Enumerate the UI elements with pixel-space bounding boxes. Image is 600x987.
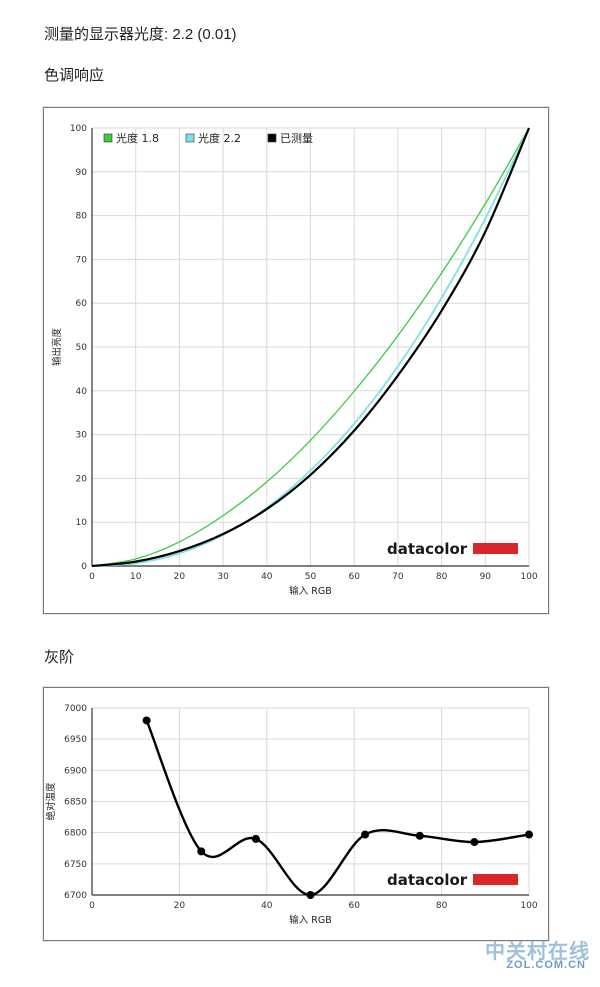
- tone-response-chart: 0 10 20 30 40 50 60 70 80 90 100 0 10 20 30 40 50 60 70 80 9…: [43, 107, 549, 614]
- x-tick-label: 60: [348, 901, 360, 911]
- series-line-2: [91, 127, 531, 568]
- legend-label-0: 光度 1.8: [116, 131, 159, 145]
- y-tick-label: 50: [76, 343, 88, 353]
- watermark-site: ZOL.COM.CN: [506, 959, 586, 971]
- x-tick-label: 0: [89, 572, 95, 582]
- x-tick-label: 50: [305, 572, 317, 582]
- tone-response-title: 色调响应: [44, 67, 105, 84]
- x-tick-label: 30: [217, 572, 229, 582]
- y-tick-label: 20: [76, 474, 88, 484]
- legend-label-1: 光度 2.2: [198, 131, 241, 145]
- x-tick-label: 100: [520, 901, 537, 911]
- x-tick-label: 60: [348, 572, 360, 582]
- x-tick-label: 20: [174, 901, 186, 911]
- x-tick-label: 40: [261, 901, 273, 911]
- x-axis-label: 输入 RGB: [289, 585, 332, 597]
- datacolor-logo-text: datacolor: [387, 540, 468, 558]
- y-tick-label: 6850: [64, 798, 87, 808]
- tone-response-svg: 0 10 20 30 40 50 60 70 80 90 100 0 10 20 30 40 50 60 70 80 9…: [51, 124, 538, 597]
- legend-swatch-0: [103, 133, 113, 143]
- legend-swatch-2: [267, 133, 277, 143]
- datacolor-logo-bar: [473, 543, 518, 554]
- series-line-1: [91, 127, 530, 567]
- grayscale-svg: 0 20 40 60 80 100 6700 6750 6800 6850 6900 6950 7000…: [45, 704, 538, 926]
- data-point: [306, 891, 315, 899]
- data-point: [197, 847, 206, 856]
- y-tick-label: 90: [76, 168, 88, 178]
- y-tick-label: 7000: [64, 704, 87, 714]
- y-tick-label: 10: [76, 518, 88, 528]
- data-point: [361, 830, 370, 839]
- y-tick-label: 6750: [64, 860, 87, 870]
- x-tick-label: 80: [436, 572, 448, 582]
- y-tick-label: 6800: [64, 829, 87, 839]
- legend-swatch-1: [185, 133, 195, 143]
- y-tick-label: 6950: [64, 735, 87, 745]
- y-tick-label: 100: [70, 124, 87, 134]
- x-tick-label: 80: [436, 901, 448, 911]
- watermark-text: 中关村在线: [485, 941, 590, 963]
- x-tick-label: 90: [480, 572, 492, 582]
- x-tick-label: 10: [130, 572, 142, 582]
- y-tick-label: 40: [76, 387, 88, 397]
- zol-watermark: 中关村在线 ZOL.COM.CN: [400, 933, 590, 979]
- data-point: [142, 716, 151, 725]
- y-tick-label: 6700: [64, 891, 87, 901]
- data-point: [470, 838, 479, 847]
- data-point: [525, 830, 533, 839]
- y-tick-label: 30: [76, 431, 88, 441]
- x-tick-label: 20: [174, 572, 186, 582]
- data-point: [415, 831, 424, 840]
- x-tick-label: 0: [89, 901, 95, 911]
- datacolor-logo-text: datacolor: [387, 871, 468, 889]
- legend-label-2: 已测量: [280, 132, 313, 145]
- y-tick-label: 80: [76, 212, 88, 222]
- x-tick-label: 70: [392, 572, 404, 582]
- y-tick-label: 70: [76, 255, 88, 265]
- series-line-0: [91, 127, 530, 567]
- y-tick-label: 60: [76, 299, 88, 309]
- data-point: [251, 834, 260, 843]
- y-axis-label: 输出亮度: [51, 328, 63, 367]
- datacolor-logo-bar: [473, 874, 518, 885]
- x-tick-label: 100: [520, 572, 537, 582]
- x-tick-label: 40: [261, 572, 273, 582]
- grayscale-chart: 0 20 40 60 80 100 6700 6750 6800 6850 6900 6950 7000…: [43, 687, 549, 941]
- grayscale-title: 灰阶: [44, 649, 75, 666]
- y-axis-label: 绝对温度: [45, 782, 57, 821]
- x-axis-label: 输入 RGB: [289, 914, 332, 926]
- measured-gamma-text: 测量的显示器光度: 2.2 (0.01): [44, 26, 237, 43]
- y-tick-label: 6900: [64, 766, 87, 776]
- y-tick-label: 0: [81, 562, 87, 572]
